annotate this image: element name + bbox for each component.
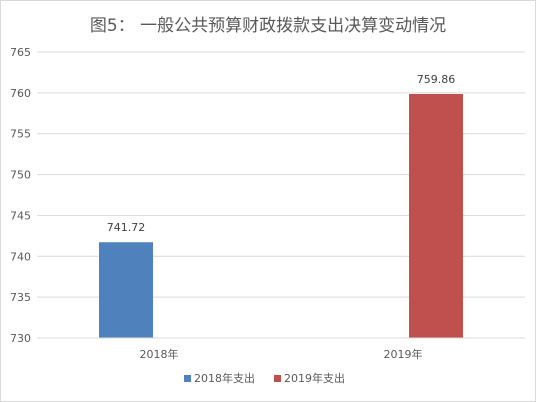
data-label: 741.72 xyxy=(107,221,146,234)
legend: 2018年支出 2019年支出 xyxy=(184,371,345,385)
bars xyxy=(99,94,463,338)
y-tick-label: 735 xyxy=(10,291,31,304)
bar-2018年支出 xyxy=(99,242,153,338)
data-labels: 741.72 759.86 xyxy=(107,73,456,234)
legend-swatch xyxy=(274,375,281,382)
legend-swatch xyxy=(184,375,191,382)
y-tick-label: 765 xyxy=(10,46,31,59)
y-tick-label: 740 xyxy=(10,250,31,263)
y-tick-label: 730 xyxy=(10,332,31,345)
chart-title: 图5： 一般公共预算财政拨款支出决算变动情况 xyxy=(90,16,446,36)
y-tick-label: 755 xyxy=(10,128,31,141)
y-tick-label: 760 xyxy=(10,87,31,100)
legend-label: 2018年支出 xyxy=(194,371,255,385)
y-axis-ticks: 730 735 740 745 750 755 760 765 xyxy=(10,46,31,345)
y-tick-label: 745 xyxy=(10,209,31,222)
data-label: 759.86 xyxy=(417,73,456,86)
y-tick-label: 750 xyxy=(10,169,31,182)
x-tick-label: 2018年 xyxy=(140,347,179,361)
bar-2019年支出 xyxy=(409,94,463,338)
legend-label: 2019年支出 xyxy=(284,371,345,385)
x-tick-label: 2019年 xyxy=(384,347,423,361)
x-axis-ticks: 2018年 2019年 xyxy=(140,347,423,361)
